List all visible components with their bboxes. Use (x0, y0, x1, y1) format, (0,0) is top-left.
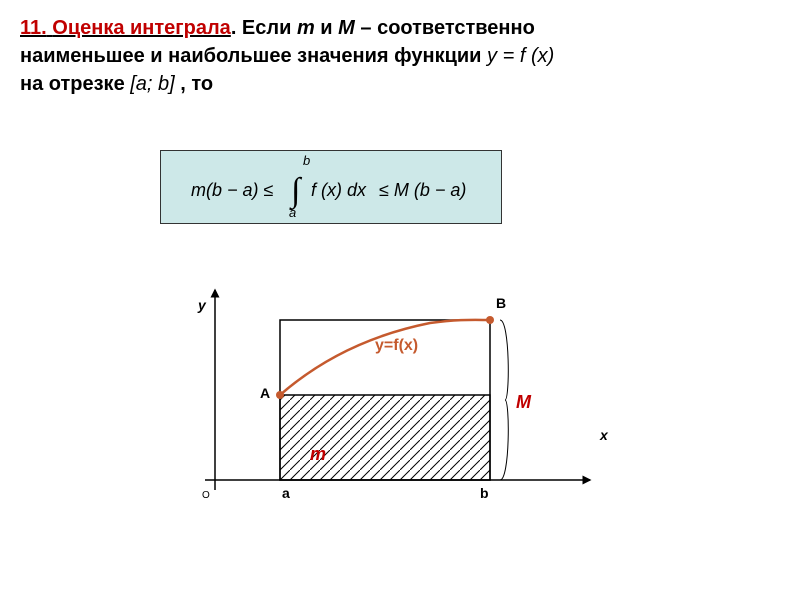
curve-label: y=f(x) (375, 337, 418, 354)
y-label: y (197, 297, 207, 313)
point-B (486, 316, 494, 324)
b-label: b (480, 485, 489, 501)
formula-rhs: ≤ M (b − a) (379, 180, 466, 200)
B-label: B (496, 295, 506, 311)
M-label: M (516, 392, 532, 412)
heading-m: m (297, 17, 315, 39)
A-label: A (260, 385, 270, 401)
heading-M: M (338, 17, 355, 39)
brace-M (500, 320, 508, 480)
curve (280, 320, 490, 395)
heading-line3a: на отрезке (20, 73, 130, 95)
heading-line3b: , то (175, 73, 213, 95)
m-label: m (310, 444, 326, 464)
heading-part2: – соответственно (355, 17, 535, 39)
formula-svg: m(b − a) ≤ ∫ b a f (x) dx ≤ M (b − a) (161, 151, 501, 223)
graph: y x O a b A B m M y=f(x) (160, 280, 640, 560)
point-A (276, 391, 284, 399)
heading-number: 11. Оценка интеграла (20, 17, 231, 39)
heading: 11. Оценка интеграла. Если m и M – соотв… (20, 14, 780, 98)
heading-part1: Если (236, 17, 297, 39)
heading-interval: [a; b] (130, 73, 174, 95)
formula-a: a (289, 205, 296, 220)
formula-integrand: f (x) dx (311, 180, 367, 200)
formula-b: b (303, 153, 310, 168)
graph-svg: y x O a b A B m M y=f(x) (160, 280, 640, 560)
x-label: x (599, 427, 609, 443)
origin-label: O (202, 490, 210, 501)
formula-lhs: m(b − a) ≤ (191, 180, 274, 200)
formula-box: m(b − a) ≤ ∫ b a f (x) dx ≤ M (b − a) (160, 150, 502, 224)
heading-func: y = f (x) (487, 45, 554, 67)
heading-line2: наименьшее и наибольшее значения функции (20, 45, 487, 67)
hatched-rect (280, 395, 490, 480)
heading-and: и (315, 17, 338, 39)
a-label: a (282, 485, 290, 501)
